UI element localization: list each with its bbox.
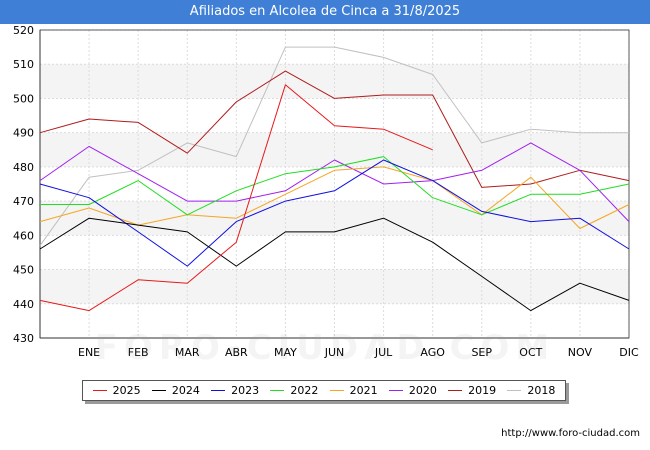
- chart-legend: 2025 2024 2023 2022 2021 2020 2019 2018: [82, 380, 566, 401]
- x-tick-label: ENE: [78, 346, 100, 359]
- x-tick-label: DIC: [619, 346, 639, 359]
- legend-swatch: [329, 390, 344, 391]
- grid-band: [40, 64, 629, 99]
- legend-item-2022: 2022: [270, 384, 318, 397]
- x-tick-label: OCT: [519, 346, 542, 359]
- y-tick-label: 450: [13, 264, 34, 277]
- footer-url[interactable]: http://www.foro-ciudad.com: [501, 428, 640, 439]
- x-tick-label: SEP: [471, 346, 492, 359]
- x-tick-label: AGO: [420, 346, 445, 359]
- legend-item-2025: 2025: [92, 384, 141, 397]
- legend-item-2023: 2023: [211, 384, 259, 397]
- legend-item-2019: 2019: [448, 384, 496, 397]
- legend-label: 2021: [349, 384, 378, 397]
- x-tick-label: ABR: [225, 346, 248, 359]
- legend-label: 2023: [231, 384, 260, 397]
- series-line-2018: [39, 46, 629, 246]
- x-tick-label: JUN: [324, 346, 345, 359]
- y-tick-label: 480: [13, 161, 34, 174]
- y-tick-label: 470: [13, 195, 34, 208]
- legend-swatch: [507, 390, 522, 391]
- series-line-2024: [39, 217, 630, 312]
- y-tick-label: 460: [13, 229, 34, 242]
- legend-item-2020: 2020: [388, 384, 437, 397]
- legend-label: 2019: [468, 384, 497, 397]
- x-tick-label: MAR: [175, 346, 200, 359]
- series-line-2019: [39, 70, 630, 188]
- x-tick-label: MAY: [274, 346, 297, 359]
- series-line-2022: [40, 156, 630, 216]
- legend-label: 2025: [112, 384, 141, 397]
- legend-swatch: [92, 390, 107, 391]
- legend-swatch: [388, 390, 403, 391]
- legend-swatch: [151, 390, 166, 391]
- x-tick-label: JUL: [374, 346, 393, 359]
- series-line-2025: [39, 84, 433, 312]
- y-tick-label: 440: [13, 298, 34, 311]
- legend-item-2021: 2021: [329, 384, 378, 397]
- chart-title: Afiliados en Alcolea de Cinca a 31/8/202…: [0, 0, 650, 24]
- legend-label: 2024: [171, 384, 200, 397]
- legend-label: 2022: [290, 384, 319, 397]
- legend-swatch: [270, 390, 285, 391]
- x-tick-label: FEB: [128, 346, 149, 359]
- series-line-2023: [39, 159, 630, 267]
- y-tick-label: 500: [13, 92, 34, 105]
- legend-label: 2018: [527, 384, 556, 397]
- y-tick-label: 520: [13, 24, 34, 37]
- legend-label: 2020: [408, 384, 437, 397]
- legend-swatch: [448, 390, 463, 391]
- legend-item-2024: 2024: [151, 384, 200, 397]
- x-tick-label: NOV: [568, 346, 593, 359]
- series-line-2020: [39, 142, 630, 222]
- y-tick-label: 430: [13, 332, 34, 345]
- grid-band: [40, 132, 629, 167]
- legend-swatch: [211, 390, 226, 391]
- legend-item-2018: 2018: [507, 384, 555, 397]
- y-tick-label: 490: [13, 127, 34, 140]
- y-tick-label: 510: [13, 58, 34, 71]
